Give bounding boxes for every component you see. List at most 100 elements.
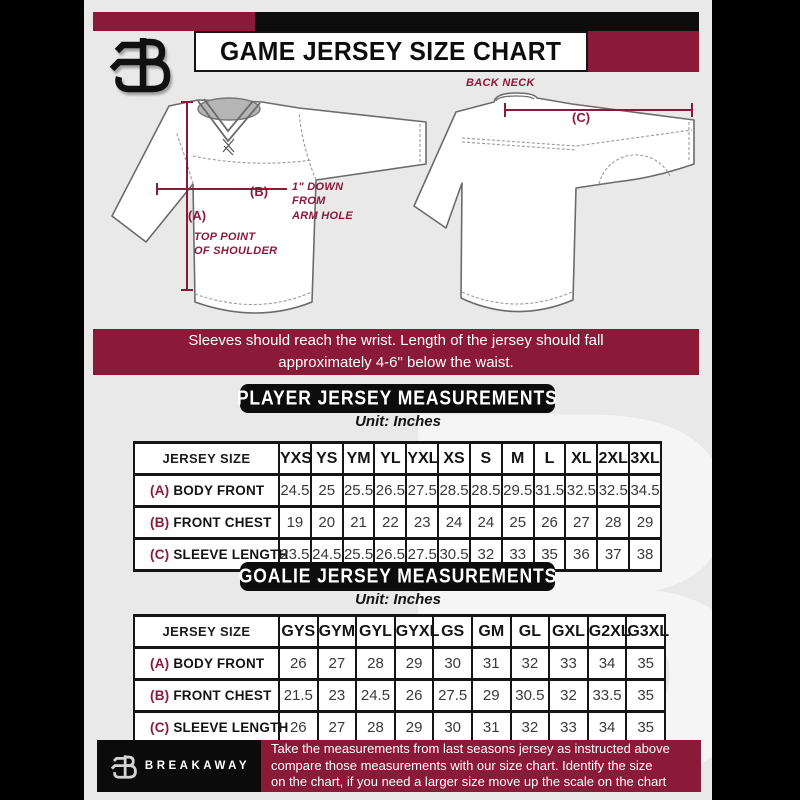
page-title-box: GAME JERSEY SIZE CHART [194, 31, 588, 72]
measurement-value-cell: 32 [548, 678, 589, 713]
measurement-value-cell: 33 [548, 710, 589, 745]
measurement-value-cell: 31 [470, 710, 512, 745]
fit-notice-text: Sleeves should reach the wrist. Length o… [188, 331, 604, 372]
measurement-row: (A) BODY FRONT 26 27 28 29 30 31 32 33 34 35 [133, 646, 666, 681]
measurement-value-cell: 33.5 [586, 678, 628, 713]
measurement-value-cell: 31.5 [532, 473, 567, 508]
size-column-header: GL [509, 614, 551, 649]
size-column-header: YXL [405, 441, 440, 476]
measurement-value-cell: 25 [309, 473, 344, 508]
measurement-value-cell: 35 [625, 646, 666, 681]
measurement-value-cell: 29 [628, 505, 662, 540]
measurement-value-cell: 36 [564, 537, 599, 572]
size-column-header: L [532, 441, 567, 476]
goalie-heading-text: GOALIE JERSEY MEASUREMENTS [238, 564, 557, 588]
measurement-row-label: (A) BODY FRONT [133, 646, 280, 681]
size-column-header: 3XL [628, 441, 662, 476]
measurement-value-cell: 33 [548, 646, 589, 681]
measurement-value-cell: 24 [468, 505, 503, 540]
player-section-heading: PLAYER JERSEY MEASUREMENTS [237, 384, 558, 413]
size-column-header: XS [437, 441, 471, 476]
measurement-value-cell: 26 [278, 646, 319, 681]
measurement-value-cell: 26 [393, 678, 435, 713]
front-jersey-illustration [111, 97, 427, 314]
measurement-value-cell: 26 [532, 505, 567, 540]
measurement-label-b: (B) [250, 184, 269, 199]
size-column-header: GYS [278, 614, 319, 649]
measurement-letter: (B) [150, 688, 170, 703]
breakaway-wordmark: BREAKAWAY [144, 760, 251, 772]
top-bar-black-segment [255, 12, 699, 31]
measurement-value-cell: 27 [564, 505, 599, 540]
measurement-row: (B) FRONT CHEST 21.5 23 24.5 26 27.5 29 30.5 32 33… [133, 678, 666, 713]
size-column-header: YXS [278, 441, 312, 476]
goalie-section-heading: GOALIE JERSEY MEASUREMENTS [238, 562, 557, 591]
goalie-size-table: JERSEY SIZE GYS GYM GYL GYXL GS GM GL GXL G2XL G3X… [133, 614, 669, 745]
measurement-value-cell: 27 [316, 646, 358, 681]
size-column-header: YL [373, 441, 408, 476]
size-column-header: GYL [355, 614, 396, 649]
measurement-value-cell: 21 [341, 505, 376, 540]
size-column-header: G3XL [625, 614, 669, 649]
measurement-row-label: (B) FRONT CHEST [133, 678, 280, 713]
measurement-label-a: (A) [188, 208, 207, 223]
breakaway-b-logo-icon [109, 38, 171, 93]
measurement-value-cell: 34.5 [628, 473, 662, 508]
measurement-value-cell: 37 [596, 537, 631, 572]
measurement-value-cell: 30 [432, 710, 473, 745]
size-column-header: 2XL [596, 441, 631, 476]
jersey-diagrams: CENTER OF BACK NECK (C) (B) 1" DOWN FROM… [84, 60, 712, 336]
measurement-value-cell: 28 [355, 646, 396, 681]
shoulder-caption: TOP POINT OF SHOULDER [194, 231, 278, 258]
size-column-header: S [468, 441, 503, 476]
size-column-header: YM [341, 441, 376, 476]
measurement-value-cell: 35 [625, 678, 666, 713]
measurement-value-cell: 26.5 [373, 473, 408, 508]
arm-hole-caption: 1" DOWN FROM ARM HOLE [292, 181, 354, 222]
measurement-value-cell: 30 [432, 646, 473, 681]
measurement-value-cell: 32.5 [596, 473, 631, 508]
measurement-value-cell: 27.5 [405, 473, 440, 508]
measurement-letter: (A) [150, 483, 170, 498]
size-column-header: GS [432, 614, 473, 649]
player-heading-text: PLAYER JERSEY MEASUREMENTS [237, 386, 558, 410]
measurement-value-cell: 23 [405, 505, 440, 540]
measurement-value-cell: 21.5 [278, 678, 319, 713]
measurement-value-cell: 35 [625, 710, 666, 745]
fit-notice-banner: Sleeves should reach the wrist. Length o… [93, 329, 699, 375]
back-jersey-illustration [413, 92, 695, 313]
measurement-value-cell: 25.5 [341, 473, 376, 508]
jersey-size-header: JERSEY SIZE [133, 614, 280, 649]
size-column-header: GM [470, 614, 512, 649]
measurement-row-label: (B) FRONT CHEST [133, 505, 280, 540]
measurement-value-cell: 19 [278, 505, 312, 540]
page-content: B GAME JERSEY SIZE CHART [84, 0, 712, 800]
table-header-row: JERSEY SIZE GYS GYM GYL GYXL GS GM GL GXL G2XL G3X… [133, 614, 669, 649]
top-bar-maroon-segment [93, 12, 255, 31]
size-column-header: G2XL [586, 614, 631, 649]
page-title: GAME JERSEY SIZE CHART [220, 36, 562, 66]
measurement-value-cell: 24 [437, 505, 471, 540]
table-header-row: JERSEY SIZE YXS YS YM YL YXL XS S M L XL 2XL 3XL [133, 441, 662, 476]
footer-logo-box: BREAKAWAY [97, 740, 261, 792]
measurement-value-cell: 29 [393, 646, 435, 681]
measurement-value-cell: 27.5 [432, 678, 473, 713]
measurement-value-cell: 23 [316, 678, 358, 713]
player-size-table: JERSEY SIZE YXS YS YM YL YXL XS S M L XL 2XL 3XL (A) B… [133, 441, 662, 572]
measurement-value-cell: 34 [586, 710, 628, 745]
measurement-value-cell: 27 [316, 710, 358, 745]
measurement-letter: (A) [150, 656, 170, 671]
measurement-value-cell: 24.5 [278, 473, 312, 508]
size-column-header: M [500, 441, 535, 476]
measurement-value-cell: 25 [500, 505, 535, 540]
measurement-value-cell: 32 [509, 646, 551, 681]
measurement-row-label: (C) SLEEVE LENGTH [133, 710, 288, 745]
size-column-header: GXL [548, 614, 589, 649]
measurement-letter: (C) [150, 547, 170, 562]
measurement-value-cell: 20 [309, 505, 344, 540]
measurement-letter: (C) [150, 720, 170, 735]
measurement-value-cell: 29.5 [500, 473, 535, 508]
footer-instructions-text: Take the measurements from last seasons … [271, 740, 670, 790]
jersey-size-header: JERSEY SIZE [133, 441, 280, 476]
